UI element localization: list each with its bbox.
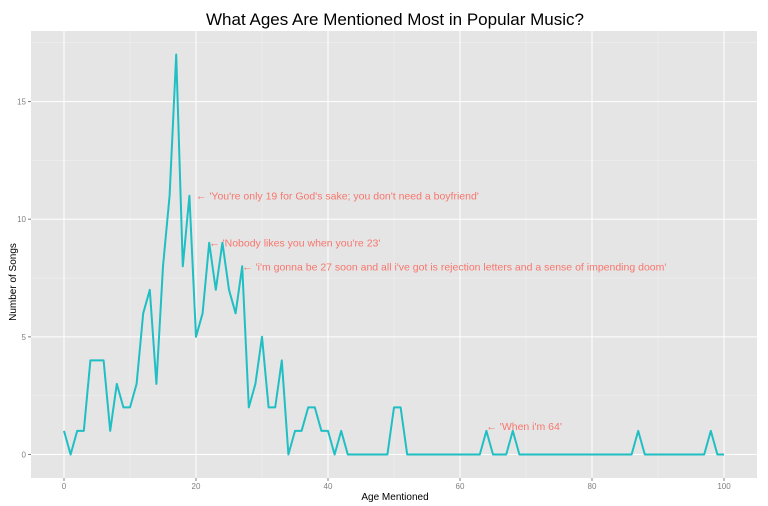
x-tick-label: 20 (192, 482, 201, 491)
x-tick-label: 80 (588, 482, 597, 491)
y-axis-label: Number of Songs (8, 243, 19, 321)
annotation-label: ← 'When i'm 64' (486, 421, 561, 433)
annotation-label: ← 'Nobody likes you when you're 23' (209, 238, 380, 250)
y-tick-label: 5 (22, 333, 27, 342)
annotation-label: ← 'i'm gonna be 27 soon and all i've got… (242, 261, 666, 273)
y-axis-ticks: 0 5 10 15 (17, 98, 31, 459)
annotation-label: ← 'You're only 19 for God's sake; you do… (196, 191, 479, 203)
x-axis-ticks: 0 20 40 60 80 100 (62, 478, 731, 491)
x-tick-label: 0 (62, 482, 67, 491)
x-tick-label: 60 (456, 482, 465, 491)
grid-major (31, 31, 757, 478)
x-axis-label: Age Mentioned (361, 492, 428, 503)
x-tick-label: 100 (717, 482, 731, 491)
chart-title: What Ages Are Mentioned Most in Popular … (206, 10, 584, 29)
grid-minor (31, 31, 757, 478)
y-tick-label: 10 (17, 215, 26, 224)
series-line (63, 53, 724, 456)
y-tick-label: 0 (22, 450, 27, 459)
y-tick-label: 15 (17, 98, 26, 107)
x-tick-label: 40 (324, 482, 333, 491)
annotations: ← 'You're only 19 for God's sake; you do… (196, 191, 666, 434)
